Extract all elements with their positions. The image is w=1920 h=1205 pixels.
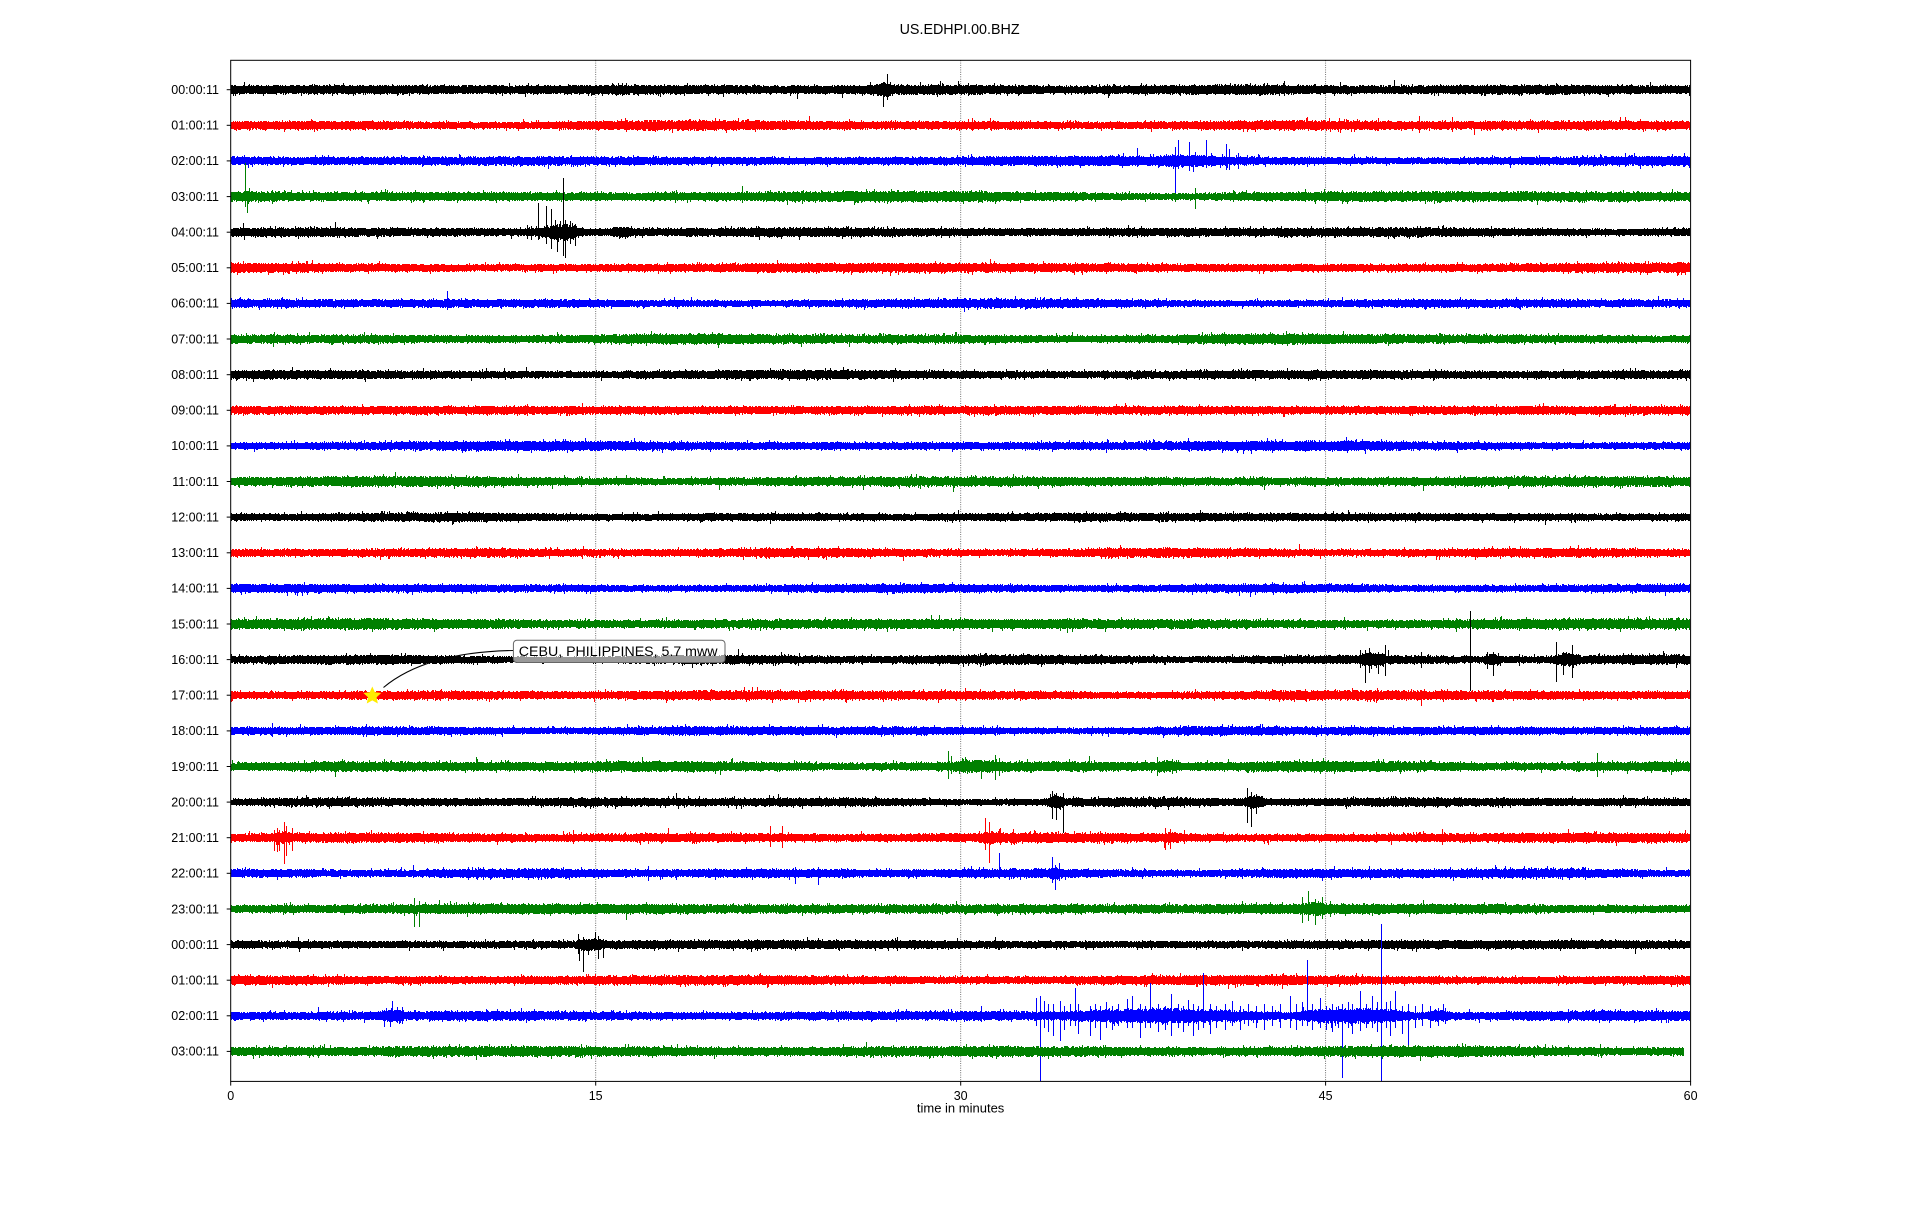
- svg-text:15:00:11: 15:00:11: [171, 617, 219, 631]
- svg-text:60: 60: [1684, 1089, 1698, 1103]
- svg-text:00:00:11: 00:00:11: [171, 938, 219, 952]
- svg-text:04:00:11: 04:00:11: [171, 226, 219, 240]
- svg-text:30: 30: [954, 1089, 968, 1103]
- svg-text:07:00:11: 07:00:11: [171, 332, 219, 346]
- svg-text:14:00:11: 14:00:11: [171, 582, 219, 596]
- svg-text:01:00:11: 01:00:11: [171, 974, 219, 988]
- svg-text:21:00:11: 21:00:11: [171, 831, 219, 845]
- svg-text:17:00:11: 17:00:11: [171, 689, 219, 703]
- svg-text:06:00:11: 06:00:11: [171, 297, 219, 311]
- svg-text:CEBU, PHILIPPINES, 5.7 mww: CEBU, PHILIPPINES, 5.7 mww: [519, 644, 718, 660]
- svg-text:15: 15: [589, 1089, 603, 1103]
- svg-text:05:00:11: 05:00:11: [171, 261, 219, 275]
- svg-text:22:00:11: 22:00:11: [171, 867, 219, 881]
- svg-text:0: 0: [227, 1089, 234, 1103]
- svg-text:18:00:11: 18:00:11: [171, 724, 219, 738]
- svg-text:01:00:11: 01:00:11: [171, 119, 219, 133]
- svg-text:03:00:11: 03:00:11: [171, 190, 219, 204]
- svg-text:10:00:11: 10:00:11: [171, 439, 219, 453]
- svg-text:09:00:11: 09:00:11: [171, 404, 219, 418]
- svg-text:00:00:11: 00:00:11: [171, 83, 219, 97]
- svg-text:23:00:11: 23:00:11: [171, 902, 219, 916]
- svg-text:45: 45: [1319, 1089, 1333, 1103]
- svg-text:02:00:11: 02:00:11: [171, 1009, 219, 1023]
- svg-text:US.EDHPI.00.BHZ: US.EDHPI.00.BHZ: [900, 22, 1020, 38]
- svg-text:03:00:11: 03:00:11: [171, 1045, 219, 1059]
- svg-text:19:00:11: 19:00:11: [171, 760, 219, 774]
- svg-text:20:00:11: 20:00:11: [171, 795, 219, 809]
- svg-text:time in minutes: time in minutes: [917, 1101, 1005, 1116]
- svg-text:12:00:11: 12:00:11: [171, 510, 219, 524]
- svg-text:08:00:11: 08:00:11: [171, 368, 219, 382]
- svg-text:02:00:11: 02:00:11: [171, 154, 219, 168]
- svg-text:13:00:11: 13:00:11: [171, 546, 219, 560]
- svg-text:11:00:11: 11:00:11: [172, 475, 219, 489]
- svg-text:16:00:11: 16:00:11: [171, 653, 219, 667]
